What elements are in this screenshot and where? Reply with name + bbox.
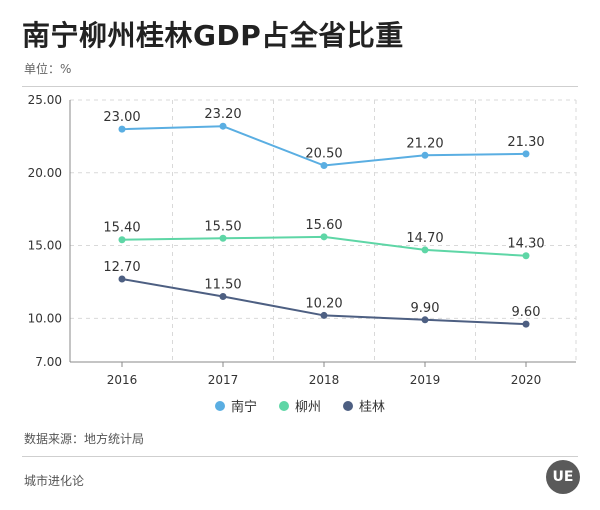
data-source: 数据来源：地方统计局	[24, 432, 145, 446]
brand-logo: UE	[546, 460, 580, 494]
legend-swatch-guilin	[343, 400, 353, 411]
data-point	[320, 233, 328, 241]
data-label: 14.70	[406, 231, 443, 246]
x-tick-label: 2016	[107, 373, 138, 387]
data-label: 14.30	[507, 237, 544, 252]
data-label: 20.50	[305, 147, 342, 162]
data-label: 23.00	[103, 110, 140, 125]
legend-item-liuzhou[interactable]: 柳州	[278, 396, 321, 415]
data-point	[522, 320, 530, 328]
x-tick-label: 2019	[410, 373, 441, 387]
brand-name: 城市进化论	[24, 474, 85, 488]
data-label: 15.40	[103, 221, 140, 236]
x-tick-label: 2018	[309, 373, 340, 387]
data-point	[118, 125, 126, 133]
data-label: 9.60	[512, 305, 541, 320]
data-point	[522, 252, 530, 260]
data-point	[219, 293, 227, 300]
legend-label-liuzhou: 柳州	[294, 400, 321, 415]
data-point	[219, 234, 227, 242]
label-layer: 23.00 23.20 20.50 21.20 21.30 15.40 15.50 15.60…	[103, 107, 544, 320]
grid-layer	[70, 99, 577, 362]
data-point	[421, 246, 429, 254]
y-tick-label: 10.00	[28, 311, 62, 325]
data-label: 23.20	[204, 107, 241, 122]
y-tick-label: 15.00	[28, 239, 62, 253]
y-tick-label: 20.00	[28, 166, 62, 180]
data-point	[320, 311, 328, 319]
footer-divider	[22, 456, 578, 457]
data-label: 15.50	[204, 219, 241, 234]
data-label: 9.90	[411, 301, 440, 316]
x-tick-label: 2020	[511, 373, 542, 387]
data-point	[118, 236, 126, 244]
legend-swatch-nanning	[214, 400, 225, 411]
unit-label: 单位：%	[24, 62, 72, 76]
legend-item-guilin[interactable]: 桂林	[343, 396, 385, 415]
data-point	[421, 151, 429, 159]
y-tick-label: 25.00	[28, 93, 62, 107]
data-label: 15.60	[305, 218, 342, 233]
series-layer	[118, 122, 530, 328]
header-divider	[22, 86, 578, 87]
legend: 南宁 柳州 桂林	[0, 396, 600, 415]
y-tick-label: 7.00	[35, 355, 62, 369]
legend-swatch-liuzhou	[278, 400, 289, 411]
data-label: 12.70	[103, 260, 140, 275]
x-tick-label: 2017	[208, 373, 239, 387]
data-label: 21.30	[507, 135, 544, 150]
legend-label-guilin: 桂林	[359, 400, 386, 415]
data-label: 21.20	[406, 136, 443, 151]
legend-label-nanning: 南宁	[230, 400, 257, 415]
data-point	[522, 150, 530, 158]
data-label: 11.50	[204, 278, 241, 293]
data-point	[421, 316, 429, 324]
data-label: 10.20	[305, 296, 342, 311]
data-point	[118, 275, 126, 283]
data-point	[219, 122, 227, 130]
legend-item-nanning[interactable]: 南宁	[214, 396, 257, 415]
chart-title: 南宁柳州桂林GDP占全省比重	[22, 19, 404, 52]
axis-layer: 7.00 10.00 15.00 20.00 25.00 2016 2017 2018 2019…	[28, 93, 576, 387]
data-point	[320, 162, 328, 169]
line-chart: 7.00 10.00 15.00 20.00 25.00 2016 2017 2018 2019…	[28, 93, 577, 387]
